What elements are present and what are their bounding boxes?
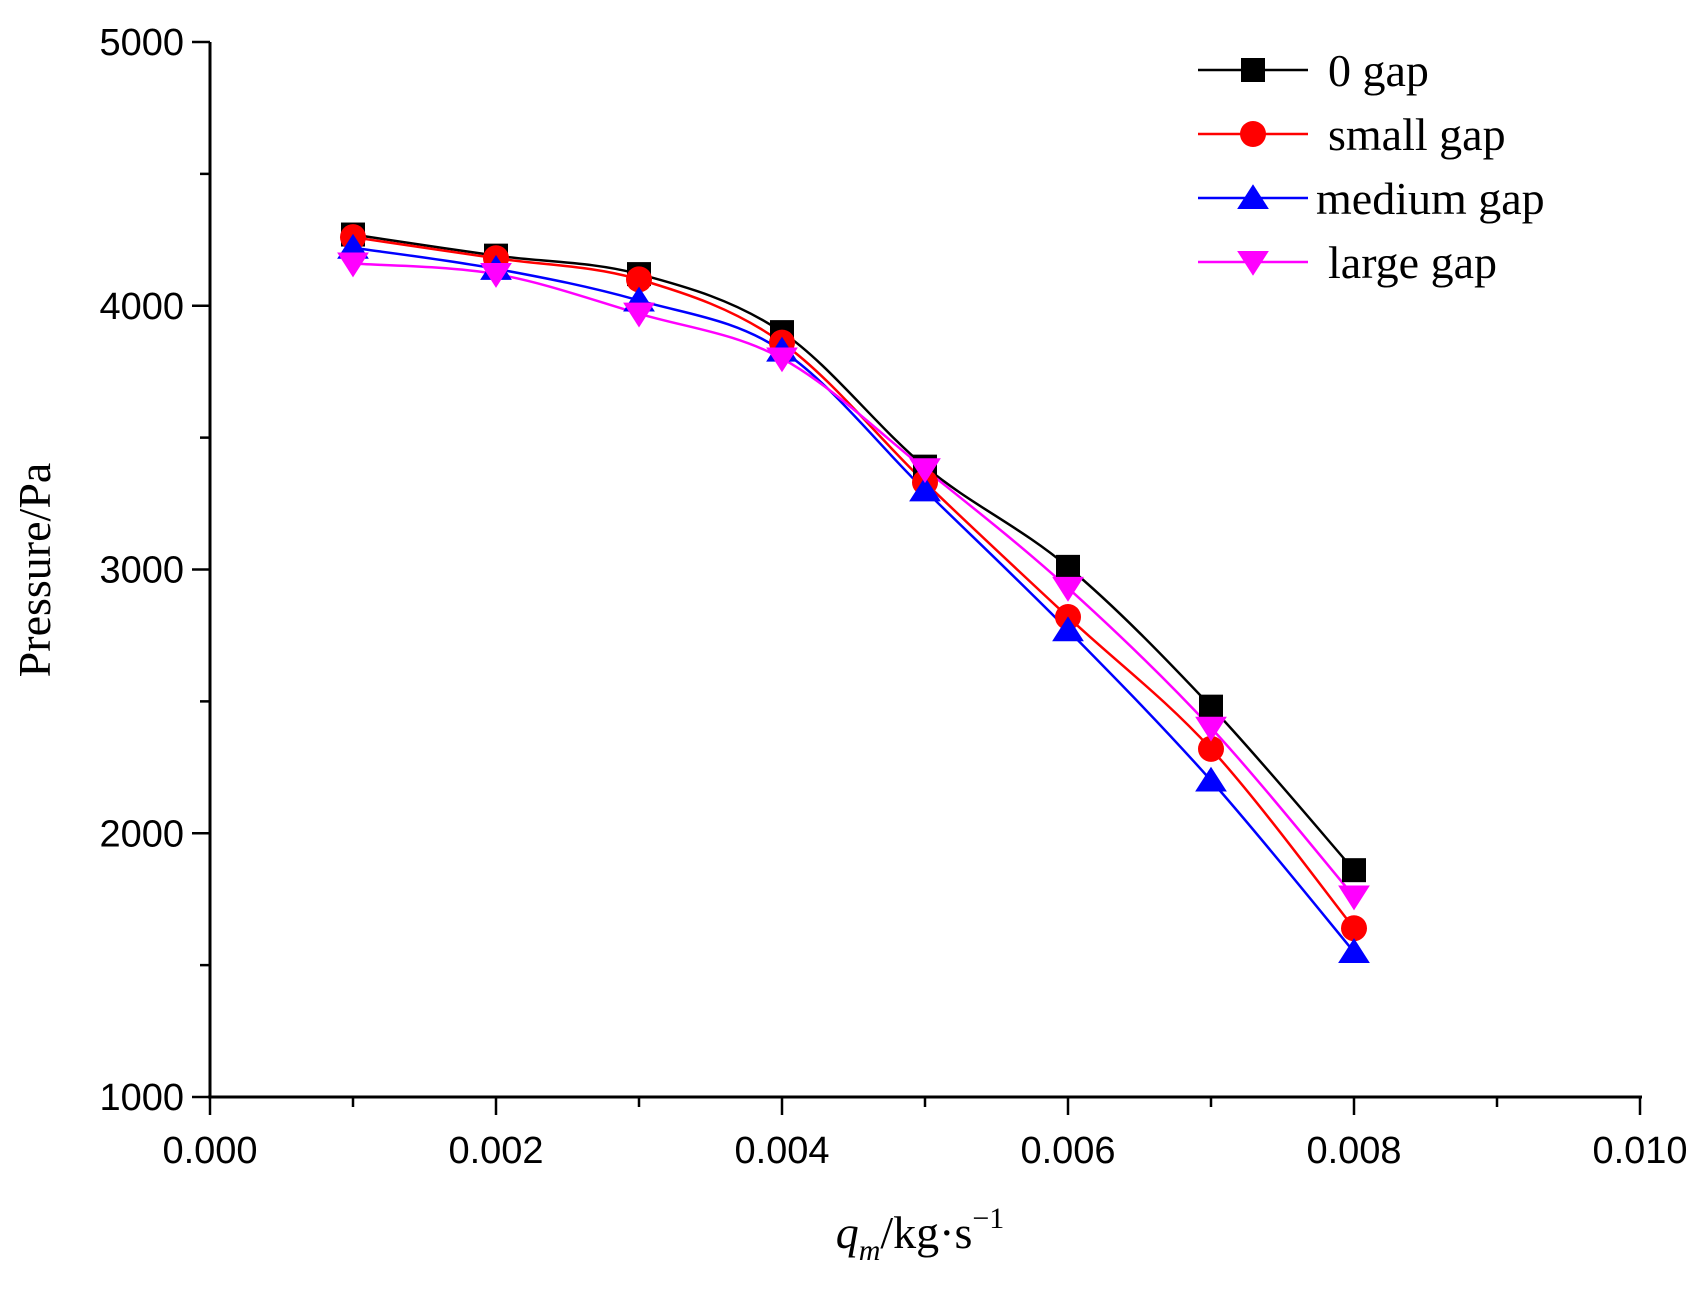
legend-marker-small-gap: [1240, 121, 1266, 147]
data-point-medium-gap: [1052, 616, 1084, 642]
x-tick-label: 0.002: [448, 1130, 543, 1172]
data-point-large-gap: [1052, 576, 1084, 602]
data-point-0-gap: [1342, 858, 1366, 883]
tick-labels: 1000 2000 3000 4000 5000 0.000 0.002 0.004 0.006…: [99, 22, 1687, 1172]
x-tick-label: 0.000: [162, 1130, 257, 1172]
y-tick-label: 5000: [99, 22, 184, 64]
data-point-medium-gap: [1338, 938, 1370, 963]
axes: [208, 42, 1642, 1099]
legend-marker-0-gap: [1241, 58, 1265, 82]
data-point-large-gap: [1338, 885, 1370, 911]
data-point-0-gap: [1056, 554, 1080, 579]
x-tick-label: 0.008: [1306, 1130, 1401, 1172]
data-point-0-gap: [1199, 694, 1223, 719]
data-point-large-gap: [909, 458, 941, 484]
data-point-small-gap: [1198, 735, 1224, 762]
data-point-large-gap: [1195, 716, 1227, 742]
legend-label-0-gap: 0 gap: [1328, 45, 1429, 96]
x-axis-title-subscript: m: [859, 1234, 881, 1267]
data-point-large-gap: [337, 252, 369, 278]
legend: 0 gap small gap medium gap large gap: [1198, 45, 1545, 288]
y-tick-label: 1000: [99, 1077, 184, 1119]
x-axis-title-superscript: −1: [972, 1202, 1004, 1235]
data-point-medium-gap: [1195, 766, 1227, 792]
minor-ticks: [200, 172, 1499, 1107]
data-point-medium-gap: [909, 476, 941, 502]
x-axis-title: qm/kg·s−1: [836, 1202, 1005, 1267]
data-point-large-gap: [766, 347, 798, 373]
series-line-medium-gap: [352, 246, 1355, 953]
legend-label-large-gap: large gap: [1328, 237, 1497, 288]
legend-marker-medium-gap: [1237, 184, 1269, 210]
x-axis-title-unit: /kg·s: [880, 1207, 972, 1258]
data-point-large-gap: [480, 263, 512, 288]
x-tick-label: 0.004: [734, 1130, 829, 1172]
legend-label-medium-gap: medium gap: [1316, 173, 1545, 224]
data-point-large-gap: [623, 302, 655, 328]
y-tick-label: 3000: [99, 550, 184, 592]
legend-label-small-gap: small gap: [1328, 109, 1506, 160]
major-ticks: [192, 40, 1642, 1115]
data-point-small-gap: [626, 266, 652, 293]
data-point-small-gap: [1341, 915, 1367, 942]
y-axis-title: Pressure/Pa: [9, 463, 60, 678]
x-tick-label: 0.010: [1592, 1130, 1687, 1172]
y-tick-label: 2000: [99, 813, 184, 855]
series-markers: [337, 222, 1370, 963]
x-tick-label: 0.006: [1020, 1130, 1115, 1172]
x-axis-title-symbol: q: [836, 1207, 859, 1258]
y-tick-label: 4000: [99, 286, 184, 328]
legend-marker-large-gap: [1237, 250, 1269, 276]
